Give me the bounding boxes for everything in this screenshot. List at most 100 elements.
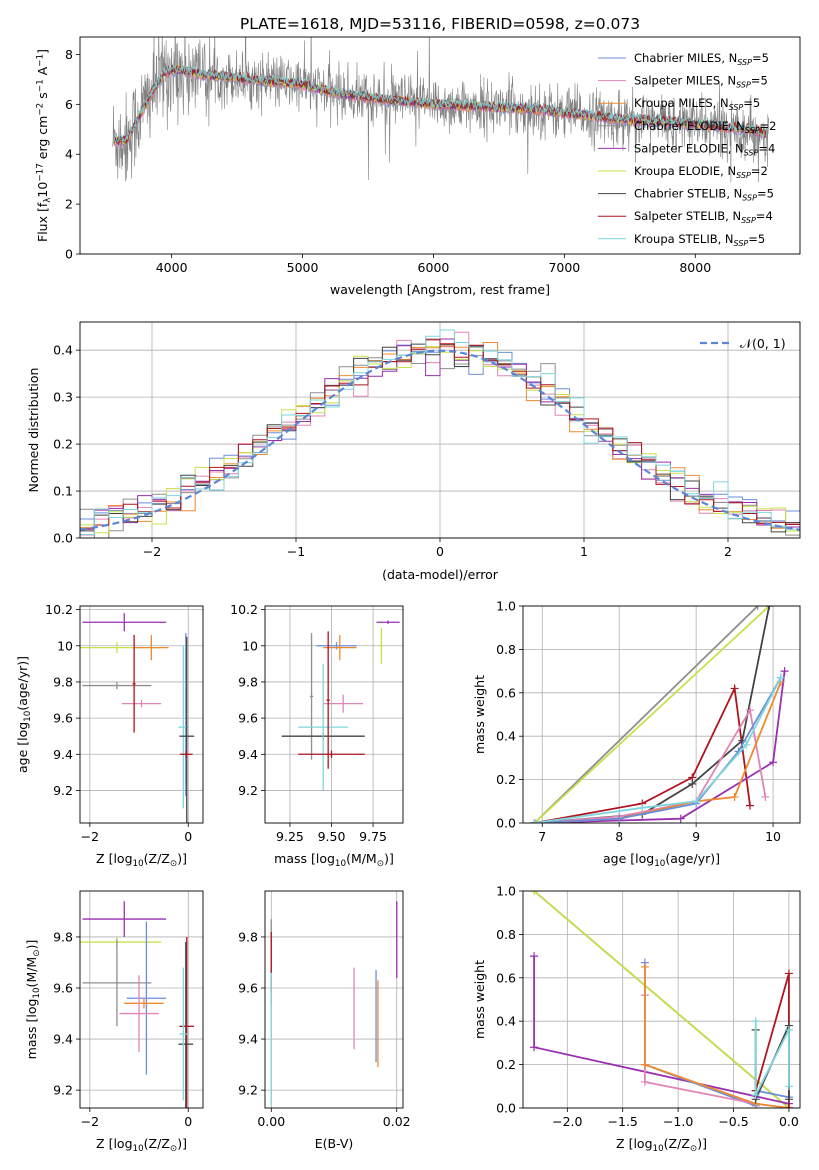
series-marker — [761, 792, 770, 801]
y-axis-label-part: 10 — [35, 182, 50, 198]
plot-area — [530, 606, 789, 823]
x-axis-label-part: ⊙ — [690, 1144, 697, 1154]
series-marker — [530, 1043, 539, 1052]
x-tick-label: 9.50 — [318, 829, 346, 844]
series-marker — [640, 962, 649, 971]
x-tick-label: 8 — [615, 829, 623, 844]
weight-vs-metallicity-panel: −2.0 −1.5 −1.0 −0.5 0.0 0.0 0.2 0.4 0.6 0.8 1.0 mas… — [472, 884, 801, 1154]
legend-entry-part: 5 — [758, 232, 765, 246]
y-tick-label: 0.0 — [496, 1101, 516, 1116]
y-tick-label: 0.6 — [496, 970, 516, 985]
x-tick-label: −2 — [81, 829, 99, 844]
legend-entry: Kroupa ELODIE, NSSP=2 — [634, 164, 768, 180]
legend-entry-part: = — [751, 164, 761, 178]
plot-area — [530, 891, 793, 1108]
x-tick-label: 5000 — [287, 260, 319, 275]
series-marker — [638, 803, 647, 812]
axes-frame — [79, 36, 801, 255]
legend-entry-part: Kroupa STELIB — [634, 232, 718, 246]
x-axis-label: Z [log10(Z/Z⊙)] — [96, 851, 187, 869]
x-tick-label: −1 — [287, 544, 305, 559]
series-line-chabrier-miles — [644, 962, 790, 1108]
legend-entry-part: Kroupa MILES — [634, 96, 713, 110]
series-marker — [730, 792, 739, 801]
plot-area — [281, 620, 400, 791]
x-tick-label: 0 — [184, 1114, 192, 1129]
series-marker — [776, 673, 785, 682]
x-tick-label: 0.0 — [779, 1114, 799, 1129]
plot-area — [80, 901, 195, 1108]
y-tick-label: 0.3 — [53, 390, 73, 405]
x-axis-label: age [log10(age/yr)] — [603, 851, 720, 869]
legend-entry-part: , N — [720, 164, 736, 178]
series-line-chabrier-elodie — [533, 606, 759, 823]
series-marker — [784, 1104, 793, 1108]
y-axis-label-part: erg cm — [35, 116, 50, 164]
legend-entry-part: SSP — [745, 126, 760, 135]
histogram-salpeter-stelib — [80, 339, 800, 530]
legend-entry-part: = — [751, 74, 761, 88]
x-tick-label: 0.00 — [257, 1114, 285, 1129]
x-axis-label-part: (Z/Z — [664, 1136, 690, 1151]
series-marker — [784, 969, 793, 978]
x-tick-label: 9 — [692, 829, 700, 844]
y-axis-label-part: Flux [f — [35, 202, 50, 242]
legend-entry-part: SSP — [741, 216, 756, 225]
series-marker — [780, 667, 789, 676]
legend-entry-part: , N — [720, 74, 736, 88]
series-marker — [751, 1090, 760, 1099]
legend-entry-part: , N — [729, 119, 745, 133]
legend-entry-part: = — [752, 51, 762, 65]
figure-title: PLATE=1618, MJD=53116, FIBERID=0598, z=0… — [240, 15, 640, 33]
x-axis-label-part: )] — [177, 1136, 187, 1151]
axes-frame — [79, 890, 204, 1109]
y-tick-label: 9.4 — [238, 1032, 258, 1047]
legend-entry-part: 5 — [753, 96, 760, 110]
series-marker — [751, 1017, 760, 1026]
legend-entry-part: , N — [713, 96, 729, 110]
series-marker — [530, 819, 539, 823]
x-tick-label: −2.0 — [552, 1114, 582, 1129]
y-tick-label: 9.4 — [53, 1032, 73, 1047]
legend-entry-part: SSP — [742, 194, 757, 203]
x-axis-label-part: 10 — [335, 859, 346, 869]
x-tick-label: −0.5 — [718, 1114, 748, 1129]
legend-entry-part: , N — [721, 51, 737, 65]
x-axis-label-part: Z [log — [96, 1136, 132, 1151]
series-line-kroupa-elodie — [533, 606, 770, 823]
x-tick-label: 4000 — [156, 260, 188, 275]
series-marker — [615, 814, 624, 823]
y-tick-label: 0.6 — [496, 685, 516, 700]
y-axis-label-part: λ — [43, 198, 53, 203]
x-axis-label-part: ⊙ — [170, 859, 177, 869]
legend-entry-part: = — [758, 141, 768, 155]
axes-frame — [522, 605, 801, 824]
legend-entry-part: Salpeter MILES — [634, 74, 720, 88]
y-tick-label: 9.6 — [238, 981, 258, 996]
x-axis-label: Z [log10(Z/Z⊙)] — [616, 1136, 707, 1154]
y-tick-label: 9.4 — [238, 747, 258, 762]
y-tick-label: 10.2 — [45, 602, 73, 617]
y-axis-label: Flux [fλ10−17 erg cm−2 s−1 A−1] — [35, 49, 53, 242]
plot-area — [80, 613, 195, 823]
legend-entry-part: = — [743, 96, 753, 110]
x-tick-label: 0 — [436, 544, 444, 559]
histogram-salpeter-elodie — [80, 338, 800, 530]
x-tick-label: 2 — [724, 544, 732, 559]
series-marker — [769, 758, 778, 767]
y-axis-label-part: −1 — [35, 54, 45, 67]
legend-entry: Chabrier ELODIE, NSSP=2 — [634, 119, 776, 135]
plot-area — [270, 901, 398, 1106]
y-axis-label-part: ] — [35, 49, 50, 54]
x-axis-label-part: ⊙ — [377, 859, 384, 869]
legend-entry: Chabrier MILES, NSSP=5 — [634, 51, 769, 67]
y-tick-label: 0.2 — [496, 1057, 516, 1072]
y-axis-label: Normed distribution — [26, 368, 41, 493]
legend-entry-part: Salpeter STELIB — [634, 209, 725, 223]
y-tick-label: 9.6 — [53, 981, 73, 996]
series-marker — [730, 684, 739, 693]
x-axis-label-part: 10 — [654, 859, 665, 869]
weight-vs-age-panel: 7 8 9 10 0.0 0.2 0.4 0.6 0.8 1.0 mass weight age [l… — [472, 599, 801, 869]
y-tick-label: 0.8 — [496, 927, 516, 942]
